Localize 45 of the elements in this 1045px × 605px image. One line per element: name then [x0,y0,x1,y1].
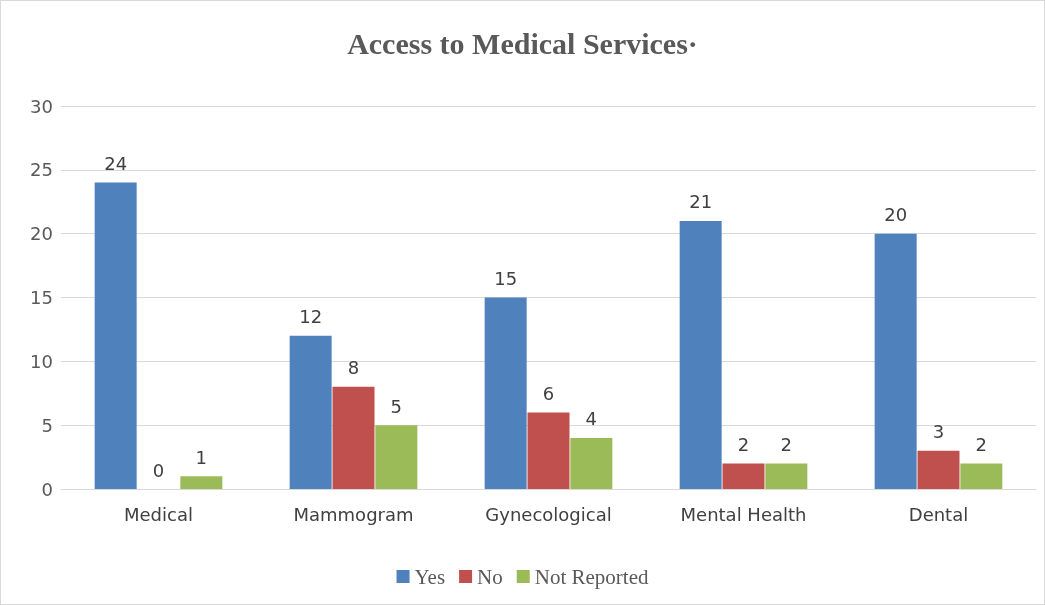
y-tick-label: 5 [41,414,53,436]
legend-label: Not Reported [534,564,649,589]
bar [570,437,613,489]
bar [679,220,722,489]
y-tick-label: 15 [30,287,53,308]
data-label: 2 [780,433,793,455]
y-tick-label: 10 [30,350,53,372]
data-label: 0 [152,459,165,481]
bar [960,463,1003,489]
y-tick-label: 0 [41,478,53,500]
data-label: 21 [689,191,713,213]
x-tick-label: Mammogram [293,503,414,525]
bar [484,297,527,489]
data-label: 2 [975,433,988,455]
bar [375,425,418,489]
x-tick-label: Medical [124,503,193,525]
data-label: 6 [542,382,555,404]
data-label: 15 [494,268,518,289]
bar [527,412,570,489]
data-label: 5 [390,395,403,417]
data-label: 8 [347,357,360,379]
bar [332,386,375,489]
data-label: 4 [585,408,598,430]
bar [289,335,332,489]
y-tick-label: 20 [30,223,53,245]
legend-label: No [477,564,503,589]
data-label: 1 [195,446,208,468]
y-tick-label: 25 [30,159,53,181]
bar [94,182,137,489]
chart-title: Access to Medical Services· [347,26,698,60]
bar [180,476,223,489]
data-label: 12 [299,306,323,328]
data-label: 2 [737,433,750,455]
bar [765,463,808,489]
x-tick-label: Dental [908,503,969,525]
x-tick-label: Gynecological [485,503,612,525]
y-tick-label: 30 [30,95,53,117]
data-label: 3 [932,421,945,443]
bar [874,233,917,489]
bar [917,450,960,489]
data-label: 24 [104,153,128,175]
x-tick-label: Mental Health [680,503,807,525]
bar [722,463,765,489]
legend-label: Yes [414,564,446,589]
data-label: 20 [884,204,908,226]
